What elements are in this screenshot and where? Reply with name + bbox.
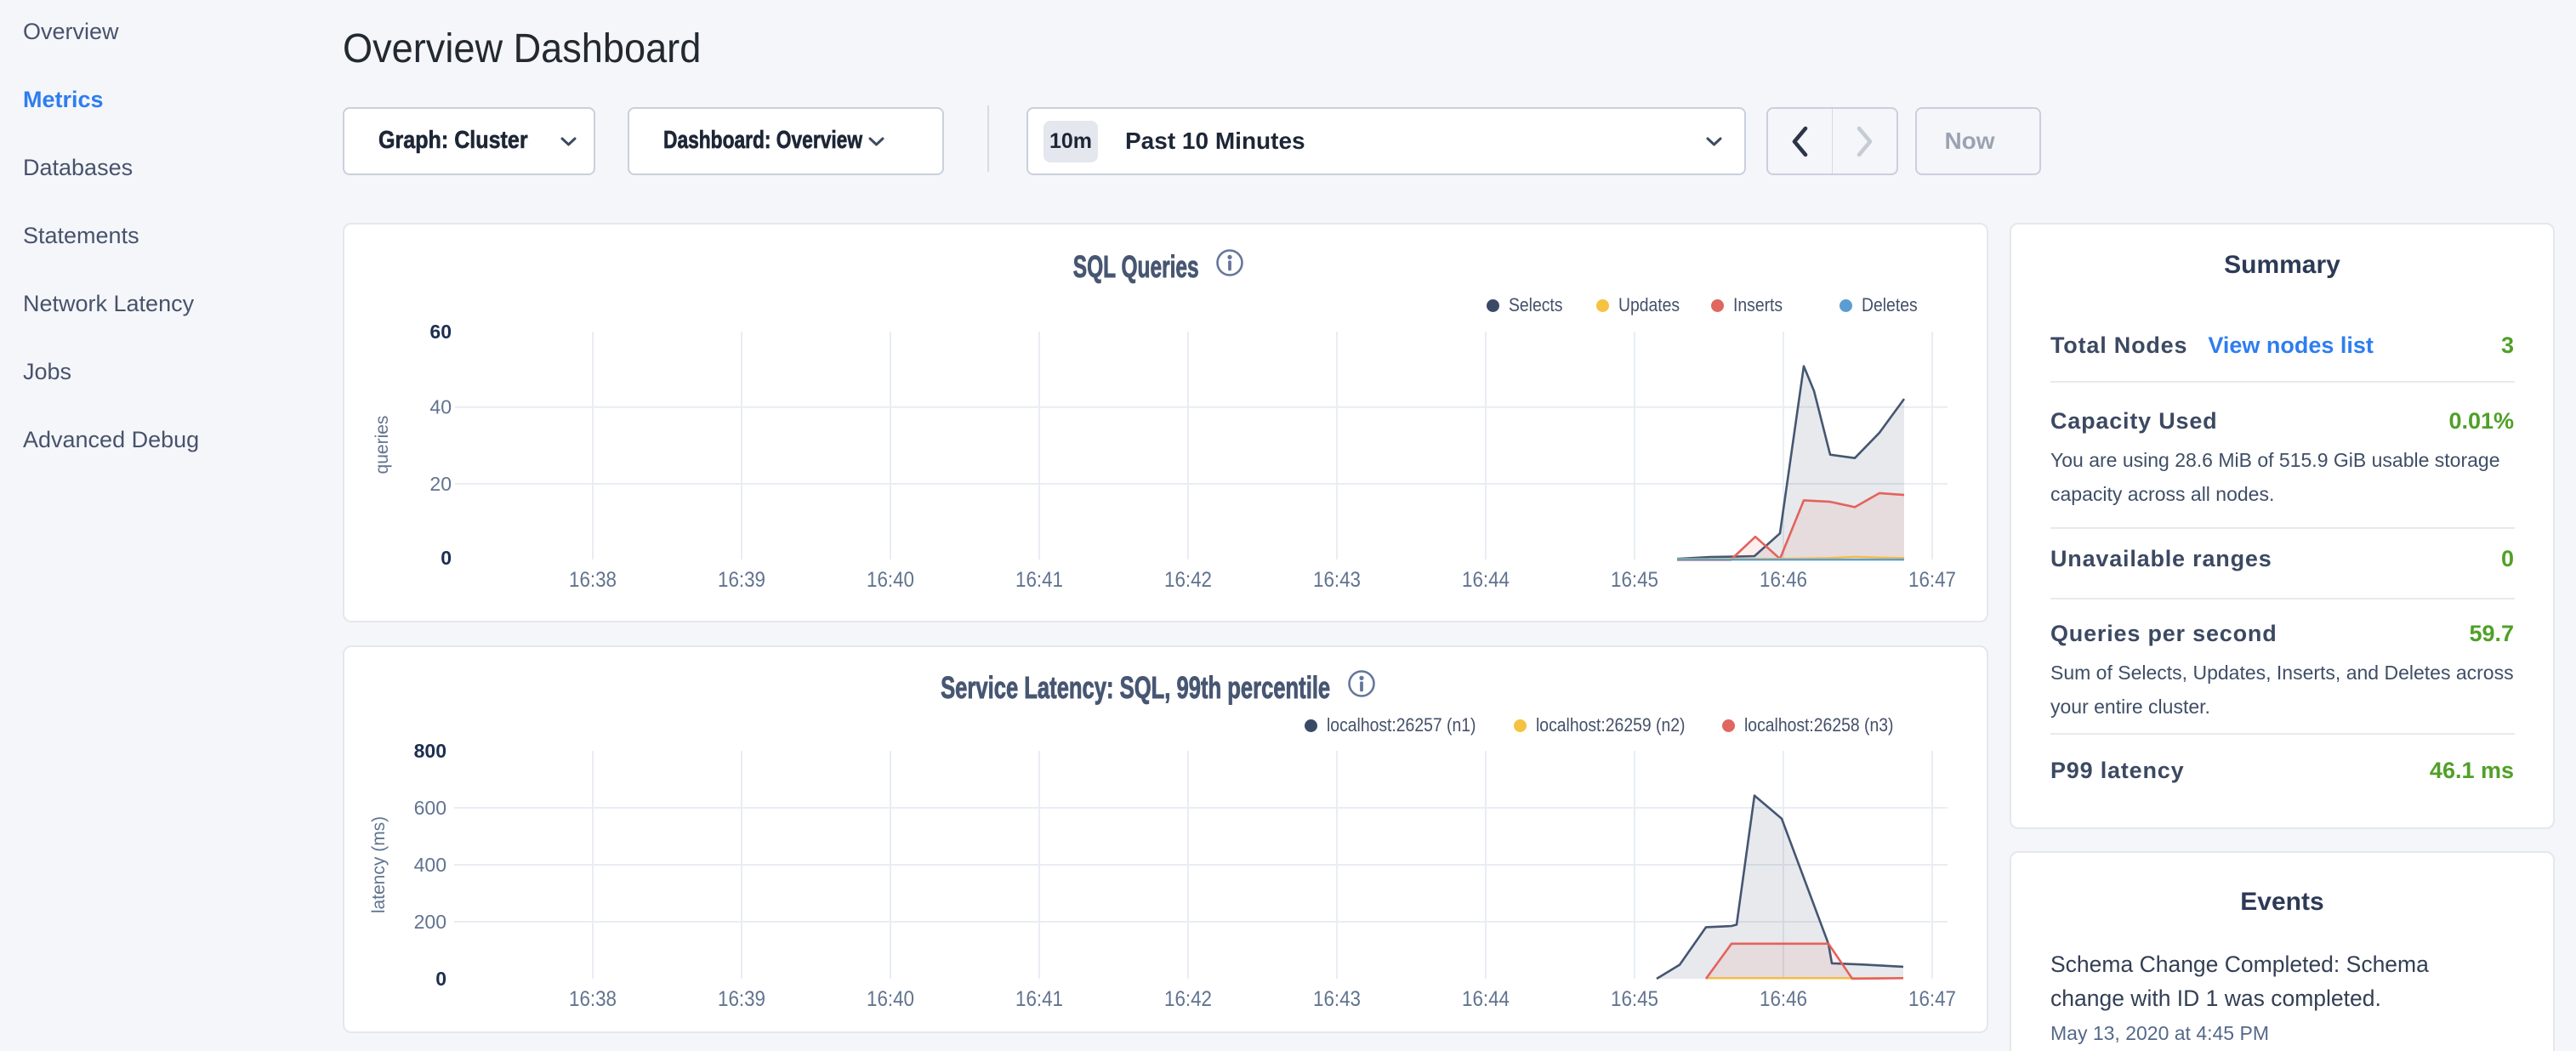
svg-text:latency (ms): latency (ms) <box>369 816 389 913</box>
svg-text:16:38: 16:38 <box>569 568 617 592</box>
svg-text:16:40: 16:40 <box>867 987 914 1011</box>
svg-text:16:38: 16:38 <box>569 987 617 1011</box>
svg-text:60: 60 <box>429 321 452 343</box>
svg-text:16:46: 16:46 <box>1760 568 1807 592</box>
svg-text:16:47: 16:47 <box>1908 568 1956 592</box>
svg-text:200: 200 <box>414 911 446 933</box>
svg-text:queries: queries <box>372 416 392 474</box>
svg-text:16:43: 16:43 <box>1313 568 1361 592</box>
svg-text:16:42: 16:42 <box>1164 568 1212 592</box>
svg-text:16:46: 16:46 <box>1760 987 1807 1011</box>
svg-text:16:42: 16:42 <box>1164 987 1212 1011</box>
svg-text:16:47: 16:47 <box>1908 987 1956 1011</box>
svg-text:600: 600 <box>414 797 446 819</box>
svg-text:16:39: 16:39 <box>718 987 765 1011</box>
svg-text:0: 0 <box>435 968 446 990</box>
svg-text:400: 400 <box>414 854 446 876</box>
svg-text:16:45: 16:45 <box>1611 568 1658 592</box>
svg-text:16:45: 16:45 <box>1611 987 1658 1011</box>
svg-text:40: 40 <box>429 396 452 418</box>
svg-text:20: 20 <box>429 473 452 495</box>
svg-text:16:40: 16:40 <box>867 568 914 592</box>
svg-text:16:41: 16:41 <box>1015 568 1063 592</box>
svg-text:800: 800 <box>414 740 446 762</box>
svg-text:16:43: 16:43 <box>1313 987 1361 1011</box>
svg-text:0: 0 <box>441 547 452 569</box>
svg-text:16:41: 16:41 <box>1015 987 1063 1011</box>
svg-text:16:44: 16:44 <box>1462 987 1510 1011</box>
svg-text:16:44: 16:44 <box>1462 568 1510 592</box>
svg-text:16:39: 16:39 <box>718 568 765 592</box>
